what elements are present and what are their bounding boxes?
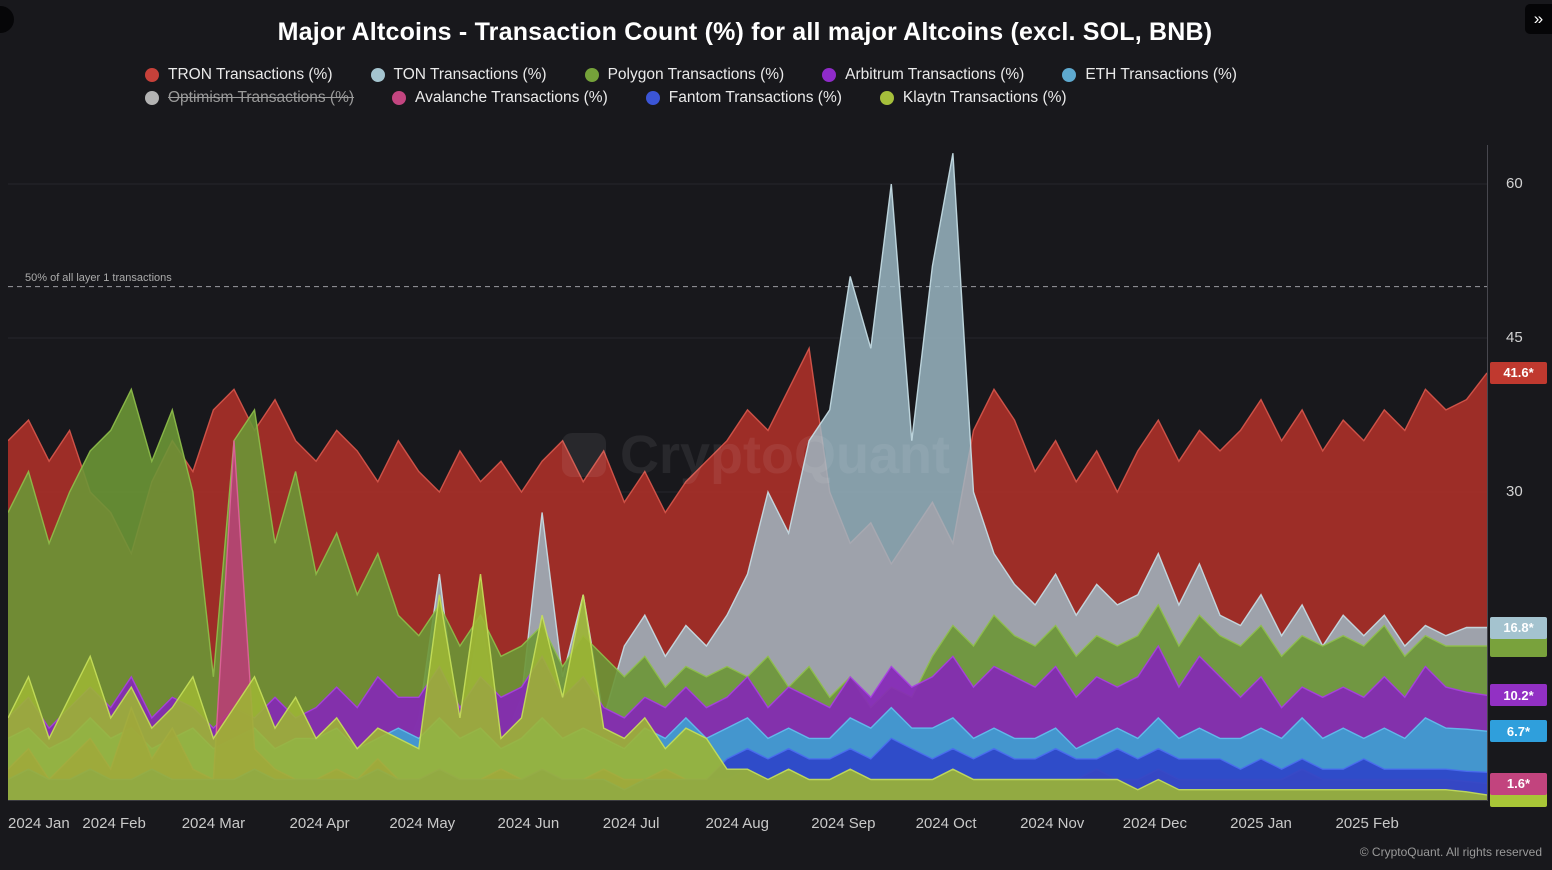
window-corner-notch [0, 6, 14, 33]
legend-item-klaytn[interactable]: Klaytn Transactions (%) [879, 89, 1067, 107]
x-tick-2024-aug: 2024 Aug [705, 815, 769, 832]
legend-item-ton[interactable]: TON Transactions (%) [370, 66, 547, 84]
area-chart-svg [8, 153, 1487, 800]
value-badge-sliver [1490, 635, 1547, 657]
legend-color-dot [145, 68, 159, 82]
x-tick-2024-may: 2024 May [389, 815, 456, 832]
legend-item-label: TRON Transactions (%) [168, 66, 333, 83]
legend-color-dot [370, 68, 385, 82]
legend-item-label: Arbitrum Transactions (%) [845, 66, 1025, 83]
legend-item-label: ETH Transactions (%) [1085, 66, 1237, 83]
x-tick-2025-feb: 2025 Feb [1335, 815, 1399, 832]
chart-title: Major Altcoins - Transaction Count (%) f… [277, 18, 1213, 46]
value-badge-41.6: 41.6* [1490, 361, 1547, 384]
value-badge-6.7: 6.7* [1490, 720, 1547, 743]
ref-line-label: 50% of all layer 1 transactions [25, 272, 172, 284]
legend-item-avalanche[interactable]: Avalanche Transactions (%) [392, 89, 608, 107]
legend-item-optimism[interactable]: Optimism Transactions (%) [145, 89, 354, 107]
y-axis-separator [1487, 145, 1488, 801]
legend-item-label: Avalanche Transactions (%) [415, 89, 608, 106]
y-tick-60: 60 [1506, 175, 1523, 192]
area-ton [8, 153, 1487, 800]
copyright-text: © CryptoQuant. All rights reserved [1359, 845, 1542, 859]
legend-item-eth[interactable]: ETH Transactions (%) [1062, 66, 1237, 84]
legend-color-dot [584, 68, 599, 82]
legend-color-dot [822, 68, 837, 82]
y-tick-45: 45 [1506, 329, 1523, 346]
legend-item-label: TON Transactions (%) [393, 66, 547, 83]
x-tick-2024-feb: 2024 Feb [82, 815, 146, 832]
x-tick-2024-jan: 2024 Jan [8, 815, 70, 832]
value-badge-1.6: 1.6* [1490, 772, 1547, 795]
legend-color-dot [145, 91, 159, 105]
legend-item-arbitrum[interactable]: Arbitrum Transactions (%) [822, 66, 1024, 84]
legend-color-dot [879, 91, 894, 105]
legend-item-fantom[interactable]: Fantom Transactions (%) [645, 89, 842, 107]
x-tick-2025-jan: 2025 Jan [1230, 815, 1292, 832]
value-badge-10.2: 10.2* [1490, 684, 1547, 707]
x-tick-2024-jun: 2024 Jun [497, 815, 560, 832]
legend-item-label: Polygon Transactions (%) [607, 66, 785, 83]
legend-item-polygon[interactable]: Polygon Transactions (%) [584, 66, 785, 84]
x-tick-2024-sep: 2024 Sep [811, 815, 876, 832]
legend-color-dot [392, 91, 407, 105]
legend-color-dot [645, 91, 660, 105]
collapse-panel-button[interactable]: » [1525, 4, 1552, 34]
x-tick-2024-dec: 2024 Dec [1122, 815, 1188, 832]
x-tick-2024-nov: 2024 Nov [1020, 815, 1085, 832]
x-tick-2024-jul: 2024 Jul [602, 815, 660, 832]
legend-row-2: Optimism Transactions (%) Avalanche Trans… [145, 89, 1445, 107]
legend-item-label: Klaytn Transactions (%) [902, 89, 1067, 106]
area-klaytn [8, 574, 1487, 800]
value-badge-16.8: 16.8* [1490, 616, 1547, 639]
legend-item-label: Optimism Transactions (%) [168, 89, 355, 106]
legend-item-tron[interactable]: TRON Transactions (%) [145, 66, 333, 84]
chart-plot-area[interactable] [8, 145, 1487, 801]
legend-row-1: TRON Transactions (%) TON Transactions (%… [145, 66, 1445, 84]
legend-item-label: Fantom Transactions (%) [668, 89, 842, 106]
x-tick-2024-oct: 2024 Oct [915, 815, 977, 832]
legend-color-dot [1062, 68, 1077, 82]
double-chevron-right-icon: » [1533, 9, 1544, 28]
area-outline-klaytn [8, 574, 1487, 796]
y-tick-30: 30 [1506, 483, 1523, 500]
x-tick-2024-apr: 2024 Apr [289, 815, 350, 832]
legend: TRON Transactions (%) TON Transactions (%… [145, 66, 1445, 107]
x-tick-2024-mar: 2024 Mar [181, 815, 246, 832]
